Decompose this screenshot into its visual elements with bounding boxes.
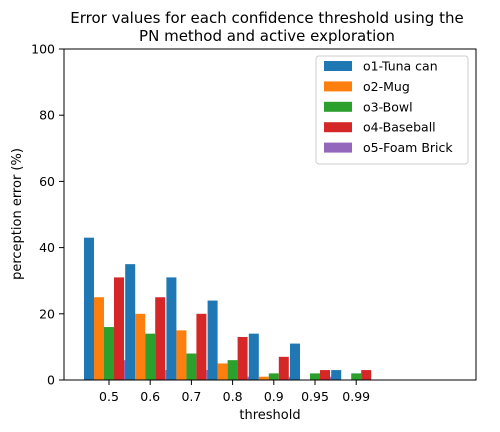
y-tick-label-40: 40	[39, 240, 55, 255]
legend-label-2: o2-Mug	[363, 79, 410, 94]
y-tick-label-100: 100	[31, 42, 55, 57]
bar-1-0.8	[207, 300, 218, 380]
bar-3-0.5	[104, 327, 114, 380]
legend-swatch-5	[324, 142, 352, 153]
y-tick-label-80: 80	[39, 108, 55, 123]
chart-title: Error values for each confidence thresho…	[70, 9, 463, 45]
x-axis: 0.5 0.6 0.7 0.8 0.9 0.95 0.99	[99, 380, 370, 404]
x-tick-label-0.7: 0.7	[181, 389, 201, 404]
bar-4-0.5	[114, 277, 124, 380]
plot-frame	[63, 48, 477, 381]
bar-4-0.7	[196, 313, 207, 380]
x-tick-label-0.95: 0.95	[301, 389, 329, 404]
legend: o1-Tuna can o2-Mug o3-Bowl o4-Baseball o5-Fo…	[315, 55, 469, 165]
legend-swatch-4	[324, 122, 352, 133]
x-tick-label-0.99: 0.99	[342, 389, 370, 404]
legend-swatch-1	[324, 61, 352, 71]
x-tick-label-0.9: 0.9	[264, 389, 284, 404]
bar-1-0.5	[84, 237, 94, 380]
legend-frame	[315, 55, 469, 165]
legend-swatch-3	[324, 101, 352, 112]
bar-1-0.9	[248, 333, 259, 380]
y-tick-label-0: 0	[47, 373, 55, 388]
bar-3-0.8	[227, 360, 238, 380]
bar-3-0.95	[310, 373, 320, 380]
legend-label-5: o5-Foam Brick	[363, 140, 453, 155]
chart-title-line-2: PN method and active exploration	[139, 27, 395, 45]
bar-4-0.95	[320, 370, 330, 380]
bar-1-0.95	[290, 343, 300, 380]
bar-2-0.5	[94, 297, 104, 380]
bar-3-0.99	[351, 373, 362, 380]
y-axis-label: perception error (%)	[10, 148, 25, 280]
bar-3-0.6	[145, 333, 156, 380]
legend-swatch-2	[324, 81, 352, 92]
y-axis: 0 20 40 60 80 100	[31, 42, 64, 388]
x-tick-label-0.6: 0.6	[140, 389, 160, 404]
bar-1-0.99	[331, 370, 342, 380]
bar-3-0.7	[186, 353, 197, 380]
bar-3-0.9	[268, 373, 279, 380]
bar-4-0.99	[361, 370, 372, 380]
bars-layer	[84, 237, 372, 380]
legend-label-1: o1-Tuna can	[363, 59, 438, 74]
x-axis-label: threshold	[239, 408, 300, 423]
bar-4-0.6	[155, 297, 166, 380]
chart-title-line-1: Error values for each confidence thresho…	[70, 9, 463, 27]
legend-label-3: o3-Bowl	[363, 99, 413, 114]
legend-label-4: o4-Baseball	[363, 120, 436, 135]
bar-1-0.7	[166, 277, 177, 380]
bar-2-0.9	[258, 376, 269, 380]
bar-2-0.7	[176, 330, 187, 380]
y-tick-label-20: 20	[39, 306, 55, 321]
bar-4-0.9	[278, 356, 289, 380]
bar-2-0.6	[135, 313, 146, 380]
x-tick-label-0.5: 0.5	[99, 389, 119, 404]
y-tick-label-60: 60	[39, 174, 55, 189]
bar-4-0.8	[237, 336, 248, 380]
bar-2-0.8	[217, 363, 228, 380]
x-tick-label-0.8: 0.8	[223, 389, 243, 404]
bar-1-0.6	[125, 264, 136, 380]
